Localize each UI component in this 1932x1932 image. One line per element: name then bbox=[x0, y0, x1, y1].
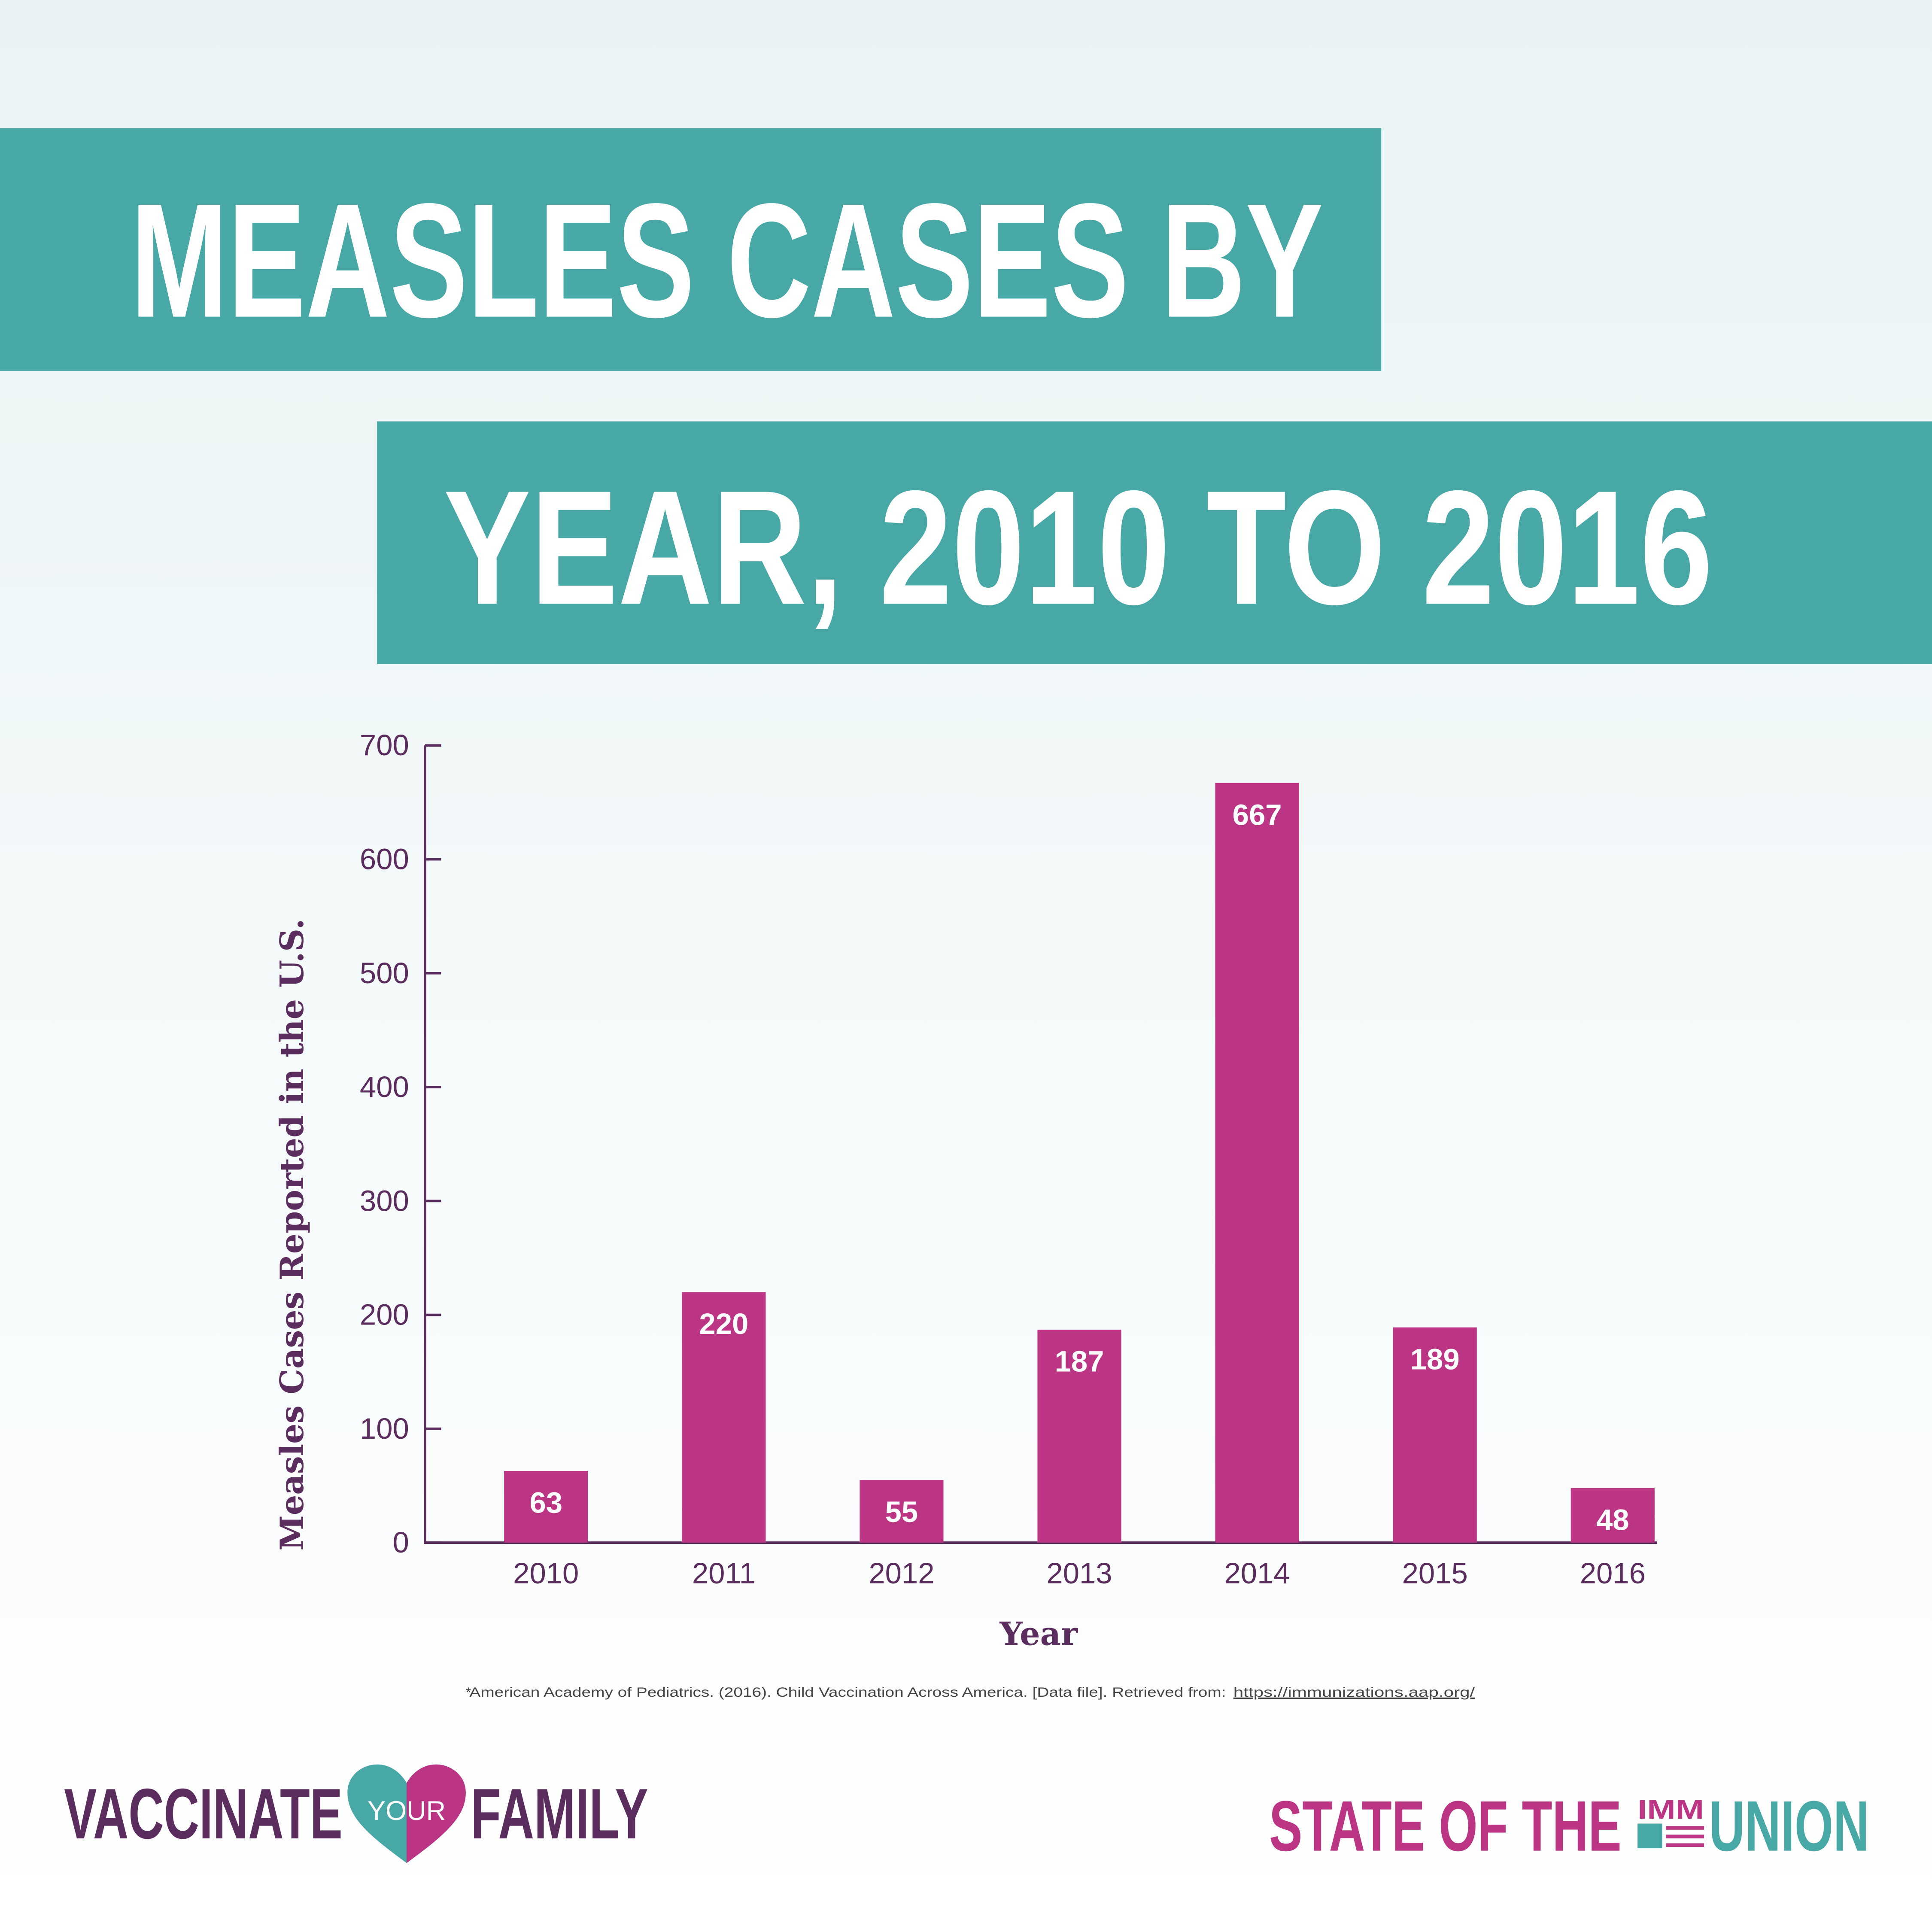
footnote-link[interactable]: https://immunizations.aap.org/ bbox=[1233, 1684, 1475, 1700]
logo-text: YOUR bbox=[368, 1796, 446, 1826]
y-tick-label: 200 bbox=[360, 1298, 409, 1331]
logo-text: IMM bbox=[1637, 1795, 1704, 1825]
chart-title: YEAR, 2010 TO 2016 bbox=[444, 457, 1713, 638]
x-tick-label: 2014 bbox=[1224, 1557, 1290, 1590]
y-tick-label: 500 bbox=[360, 957, 409, 990]
footnote-marker: * bbox=[466, 1684, 471, 1700]
title-band bbox=[377, 421, 1932, 664]
logo-text: FAMILY bbox=[471, 1774, 648, 1854]
logo-text: UNION bbox=[1709, 1786, 1869, 1866]
logo-text: VACCINATE bbox=[64, 1774, 343, 1854]
y-axis-label: Measles Cases Reported in the U.S. bbox=[273, 919, 311, 1551]
y-tick-label: 400 bbox=[360, 1070, 409, 1103]
logo-text: STATE OF THE bbox=[1269, 1786, 1622, 1866]
logo-mark bbox=[1637, 1823, 1662, 1848]
value-label: 667 bbox=[1233, 798, 1282, 831]
footnote: American Academy of Pediatrics. (2016). … bbox=[469, 1684, 1226, 1700]
value-label: 63 bbox=[529, 1486, 562, 1519]
title-band bbox=[0, 128, 1382, 371]
bar bbox=[1215, 783, 1299, 1543]
y-tick-label: 300 bbox=[360, 1184, 409, 1217]
x-axis-label: Year bbox=[999, 1615, 1078, 1653]
bar bbox=[860, 1480, 944, 1543]
logo-mark bbox=[1666, 1843, 1704, 1847]
bar bbox=[682, 1292, 766, 1543]
y-tick-label: 100 bbox=[360, 1412, 409, 1445]
chart-title: MEASLES CASES BY bbox=[131, 170, 1323, 352]
value-label: 189 bbox=[1410, 1343, 1460, 1376]
x-tick-label: 2012 bbox=[869, 1557, 934, 1590]
x-tick-label: 2011 bbox=[692, 1557, 756, 1590]
logo-mark bbox=[1666, 1835, 1704, 1838]
x-tick-label: 2013 bbox=[1046, 1557, 1112, 1590]
x-tick-label: 2010 bbox=[513, 1557, 579, 1590]
value-label: 55 bbox=[885, 1495, 918, 1528]
y-tick-label: 0 bbox=[393, 1526, 409, 1559]
value-label: 48 bbox=[1596, 1503, 1629, 1536]
bar bbox=[1037, 1330, 1121, 1543]
x-tick-label: 2016 bbox=[1580, 1557, 1646, 1590]
bar bbox=[1571, 1488, 1655, 1543]
bar bbox=[1393, 1327, 1477, 1543]
y-tick-label: 700 bbox=[360, 729, 409, 762]
value-label: 220 bbox=[699, 1307, 748, 1340]
logo-mark bbox=[1666, 1826, 1704, 1830]
x-tick-label: 2015 bbox=[1402, 1557, 1468, 1590]
bar bbox=[504, 1470, 588, 1543]
value-label: 187 bbox=[1055, 1345, 1104, 1378]
y-tick-label: 600 bbox=[360, 843, 409, 876]
heart-logo bbox=[407, 1764, 466, 1863]
